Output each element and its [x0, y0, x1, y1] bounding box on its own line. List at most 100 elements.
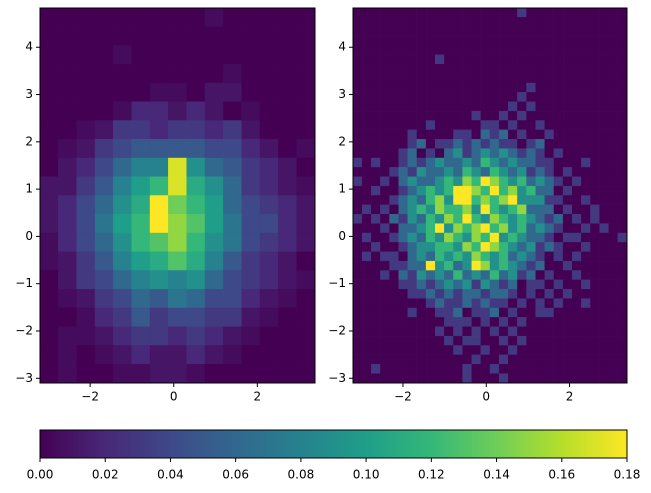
cell	[599, 7, 609, 18]
cell	[608, 354, 619, 365]
cell	[572, 7, 582, 18]
cell	[352, 92, 363, 102]
cell	[498, 176, 509, 187]
cell	[389, 354, 399, 365]
cell	[58, 7, 77, 27]
y-tick-label: −3	[15, 371, 33, 385]
cell	[416, 73, 427, 84]
cell	[361, 185, 372, 196]
cell	[398, 195, 408, 206]
cell	[453, 307, 463, 318]
cell	[462, 129, 472, 140]
cell	[398, 270, 408, 281]
cell	[398, 64, 408, 74]
cell	[480, 279, 491, 290]
cell	[562, 35, 573, 46]
cell	[590, 326, 600, 337]
cell	[407, 307, 418, 318]
cell	[76, 176, 96, 196]
cell	[76, 139, 96, 159]
cell	[581, 242, 591, 252]
cell	[590, 270, 600, 281]
cell	[498, 204, 509, 215]
cell	[581, 354, 591, 365]
cell	[407, 185, 418, 196]
cell	[572, 270, 582, 281]
cell	[599, 64, 609, 74]
cell	[416, 260, 427, 271]
cell	[76, 345, 96, 365]
cell	[517, 270, 527, 281]
cell	[462, 35, 472, 46]
cell	[352, 120, 363, 131]
cell	[471, 139, 482, 149]
cell	[562, 223, 573, 234]
colorbar-tick-label: 0.14	[483, 468, 510, 482]
cell	[608, 110, 619, 121]
cell	[435, 185, 445, 196]
cell	[435, 73, 445, 84]
cell	[480, 354, 491, 365]
cell	[453, 120, 463, 131]
cell	[371, 223, 381, 234]
cell	[581, 129, 591, 140]
cell	[526, 120, 536, 131]
cell	[590, 279, 600, 290]
cell	[380, 317, 390, 327]
cell	[581, 82, 591, 93]
cell	[599, 345, 609, 356]
cell	[278, 139, 297, 159]
cell	[371, 232, 381, 243]
cell	[544, 223, 555, 234]
cell	[581, 7, 591, 18]
cell	[444, 289, 454, 299]
cell	[599, 214, 609, 224]
cell	[380, 64, 390, 74]
cell	[435, 195, 445, 206]
cell	[389, 335, 399, 346]
colorbar-tick-label: 0.08	[288, 468, 315, 482]
cell	[371, 26, 381, 37]
cell	[590, 110, 600, 121]
cell	[535, 45, 546, 56]
cell	[444, 270, 454, 281]
cell	[553, 307, 564, 318]
cell	[480, 260, 491, 271]
cell	[508, 354, 518, 365]
cell	[508, 139, 518, 149]
cell	[416, 195, 427, 206]
cell	[416, 101, 427, 112]
cell	[572, 139, 582, 149]
cell	[462, 317, 472, 327]
cell	[553, 260, 564, 271]
cell	[352, 307, 363, 318]
cell	[553, 35, 564, 46]
cell	[608, 7, 619, 18]
heatmap-cells	[39, 7, 316, 384]
cell	[480, 214, 491, 224]
cell	[471, 120, 482, 131]
cell	[371, 54, 381, 65]
cell	[398, 157, 408, 168]
cell	[149, 232, 169, 252]
cell	[223, 326, 242, 346]
cell	[517, 7, 527, 18]
colorbar-tick-label: 0.10	[353, 468, 380, 482]
cell	[58, 364, 77, 384]
cell	[617, 326, 628, 337]
cell	[389, 289, 399, 299]
cell	[526, 148, 536, 159]
cell	[278, 364, 297, 384]
cell	[553, 326, 564, 337]
cell	[617, 64, 628, 74]
cell	[149, 26, 169, 46]
cell	[241, 270, 261, 290]
cell	[444, 64, 454, 74]
cell	[296, 45, 316, 65]
cell	[544, 101, 555, 112]
cell	[453, 110, 463, 121]
cell	[535, 64, 546, 74]
cell	[599, 129, 609, 140]
cell	[352, 232, 363, 243]
cell	[508, 373, 518, 384]
